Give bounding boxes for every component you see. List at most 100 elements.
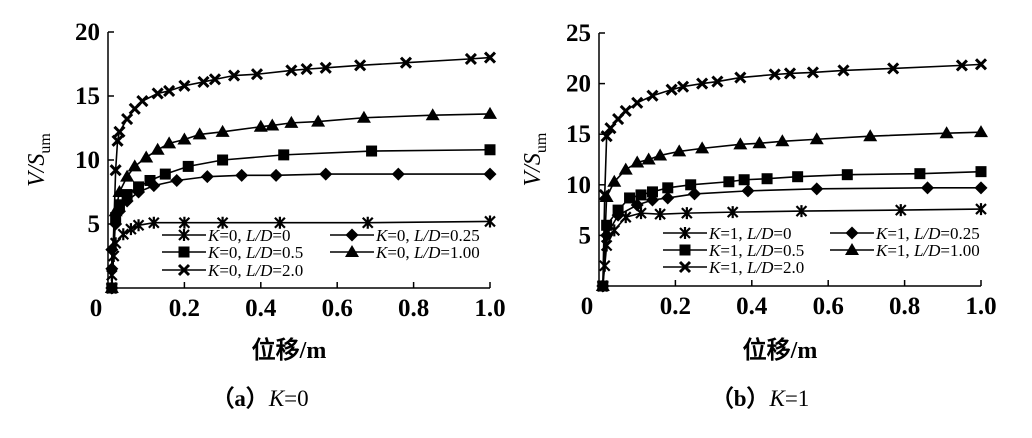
square-marker [113, 199, 125, 211]
square-marker [914, 168, 926, 180]
asterisk-marker [975, 203, 987, 216]
x-tick-label: 0.6 [813, 293, 844, 320]
y-tick-label: 15 [566, 121, 591, 148]
triangle-marker [139, 150, 154, 163]
x-axis-label: 位移/m [252, 336, 327, 364]
x-marker [208, 73, 222, 86]
triangle-marker [618, 162, 633, 175]
diamond-marker [235, 168, 249, 182]
x-marker [837, 64, 850, 77]
x-tick-label: 0.8 [398, 295, 429, 322]
legend-ld: L/D [413, 243, 441, 262]
chart-a: 0 0.2 0.4 0.6 0.8 1.05101520位移/mV/Sum（a）K=0K=… [24, 19, 506, 411]
x-marker [197, 75, 210, 88]
square-marker [612, 204, 624, 216]
square-marker [121, 189, 133, 201]
triangle-marker [177, 132, 192, 145]
triangle-marker [733, 137, 748, 150]
square-marker [182, 160, 194, 172]
x-marker [319, 61, 332, 74]
asterisk-marker [178, 229, 190, 241]
asterisk-marker [148, 216, 160, 229]
triangle-marker [345, 245, 359, 257]
legend-item: K=1, L/D=0 [663, 224, 792, 243]
legend-k: K [708, 241, 722, 260]
triangle-marker [630, 155, 645, 168]
legend-label: K=0, L/D=0.25 [375, 226, 480, 245]
legend-k-val: =0, [219, 226, 246, 245]
x-marker [105, 281, 118, 295]
legend-k: K [207, 226, 221, 245]
diamond-marker [810, 182, 824, 196]
asterisk-marker [132, 219, 145, 232]
x-marker [111, 134, 124, 147]
triangle-marker [265, 118, 280, 131]
y-tick-label: 10 [566, 172, 591, 199]
x-marker [483, 51, 497, 64]
asterisk-marker [274, 216, 286, 229]
square-marker [738, 174, 750, 186]
triangle-marker [775, 134, 790, 147]
legend-item: K=0, L/D=1.00 [330, 243, 480, 262]
asterisk-marker [654, 208, 666, 221]
diamond-marker [661, 191, 675, 205]
diamond-marker [170, 173, 184, 187]
triangle-marker [108, 204, 123, 217]
legend-label: K=1, L/D=0 [708, 224, 792, 243]
x-marker [676, 80, 690, 93]
x-tick-label: 0.6 [322, 295, 353, 322]
legend-label: K=1, L/D=1.00 [875, 241, 980, 260]
caption-var: K [768, 386, 786, 411]
triangle-marker [641, 152, 656, 165]
asterisk-marker [895, 204, 907, 217]
diamond-marker [269, 168, 283, 182]
legend-k-val: =0, [387, 226, 414, 245]
square-marker [624, 192, 636, 204]
diamond-marker [391, 167, 405, 181]
asterisk-marker [178, 216, 191, 229]
legend-k: K [207, 261, 221, 280]
legend-ld: L/D [746, 258, 774, 277]
legend-ld-val: =0 [272, 226, 290, 245]
caption-prefix: （b） [711, 385, 770, 411]
x-tick-label: 0.4 [245, 295, 277, 322]
triangle-marker [253, 119, 268, 132]
triangle-marker [215, 124, 230, 137]
x-marker [600, 130, 613, 143]
x-marker [285, 64, 298, 77]
triangle-marker [695, 141, 710, 154]
asterisk-marker [361, 216, 374, 229]
triangle-marker [150, 142, 165, 155]
square-marker [723, 176, 735, 188]
legend-item: K=1, L/D=0.5 [663, 241, 804, 260]
diamond-marker [319, 167, 333, 181]
caption-value: =0 [284, 386, 308, 411]
x-marker [768, 68, 781, 81]
x-tick-label: 0.2 [660, 293, 691, 320]
series-triangle [104, 106, 497, 293]
x-marker [955, 59, 968, 72]
legend-ld-val: =1.00 [440, 243, 479, 262]
series-x [105, 51, 497, 295]
triangle-marker [192, 127, 207, 140]
legend: K=0, L/D=0 K=0, L/D=0.25K=0, L/D=0.5 K=0, … [162, 226, 480, 280]
legend-k-val: =1, [720, 258, 747, 277]
diamond-marker [845, 226, 859, 240]
triangle-marker [809, 132, 824, 145]
legend-ld: L/D [746, 224, 774, 243]
asterisk-marker [117, 228, 130, 241]
diamond-marker [974, 181, 988, 195]
y-axis-label: V/Sum [520, 132, 550, 186]
legend-item: K=0, L/D=2.0 [162, 261, 303, 280]
x-tick-label: 0.2 [169, 295, 200, 322]
square-marker [484, 144, 496, 156]
legend-k-val: =0, [219, 243, 246, 262]
x-tick-label: 0.8 [889, 293, 920, 320]
series-line [602, 131, 982, 287]
x-tick-label: 0 [581, 293, 594, 320]
legend-k-val: =1, [887, 224, 914, 243]
y-tick-label: 20 [75, 19, 100, 46]
x-marker [604, 122, 617, 135]
legend-ld-val: =1.00 [940, 241, 979, 260]
x-marker [696, 77, 709, 90]
